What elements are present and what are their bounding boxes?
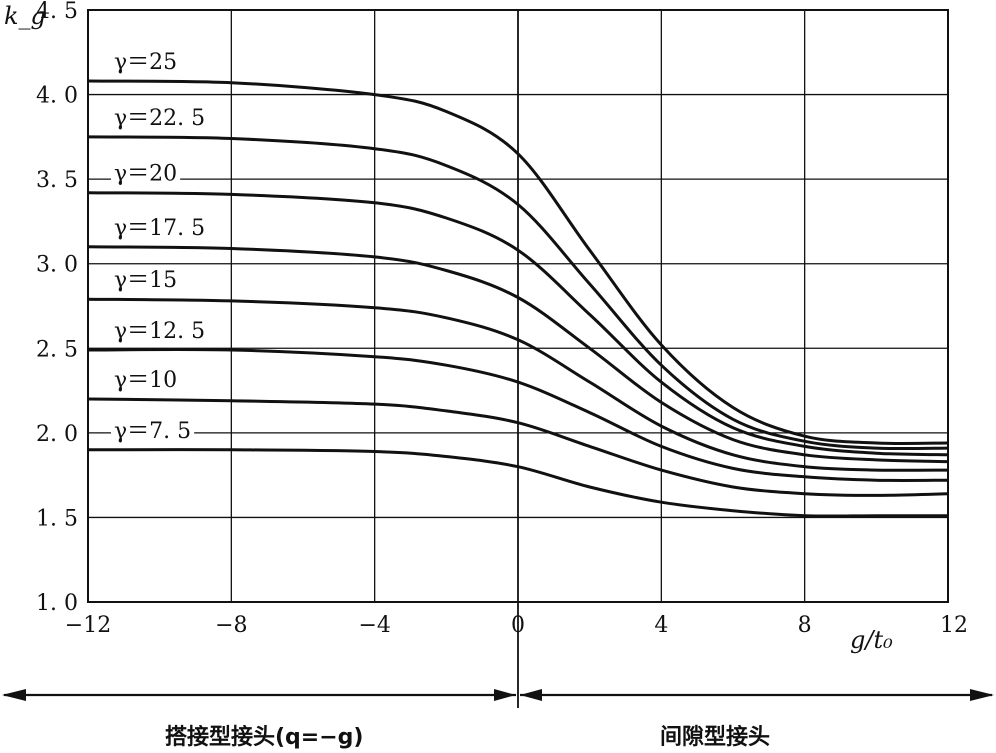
region-arrows [2, 689, 994, 701]
series-line [87, 448, 948, 518]
y-tick-label: 2. 0 [36, 422, 78, 447]
series-label: γ＝7. 5 [114, 419, 191, 444]
series-label: γ＝20 [114, 162, 177, 187]
y-tick-label: 4. 0 [36, 84, 78, 109]
series-label: γ＝15 [114, 268, 177, 293]
grid [87, 9, 949, 708]
curve-label-bg [111, 417, 195, 445]
y-tick-label: 2. 5 [36, 337, 78, 362]
y-tick-label: 3. 5 [36, 168, 78, 193]
curve-label-bg [111, 214, 209, 242]
curve-label-bg [111, 367, 181, 395]
series-label: γ＝17. 5 [114, 216, 205, 241]
series-line [87, 245, 949, 464]
left-arrowhead [2, 689, 26, 701]
y-tick-label: 1. 5 [36, 506, 78, 531]
x-axis-label: g/t₀ [850, 626, 893, 654]
y-tick-label: 3. 0 [36, 253, 78, 278]
x-tick-label: 8 [798, 613, 812, 638]
series-label: γ＝25 [114, 50, 177, 75]
y-tick-label: 4. 5 [36, 0, 78, 24]
right-region-label: 间隙型接头 [660, 725, 770, 750]
x-tick-label: −8 [215, 613, 247, 638]
left-region-label: 搭接型接头(q=−g) [165, 725, 363, 750]
y-axis-label: k_g [4, 2, 46, 30]
series-line [87, 79, 949, 445]
x-tick-labels: −12 −8 −4 0 4 8 12 [65, 613, 968, 638]
curve-label-bg [111, 49, 181, 77]
x-tick-label: −4 [358, 613, 390, 638]
series-line [87, 135, 949, 451]
curve-label-bg [111, 160, 181, 188]
curve-label-bg [111, 267, 181, 295]
series-line [87, 397, 949, 497]
series-line [87, 191, 949, 457]
right-arrowhead [970, 689, 994, 701]
right-arrowhead [520, 689, 542, 701]
curves [87, 79, 949, 518]
curve-label-bg [111, 104, 209, 132]
x-tick-label: 4 [654, 613, 668, 638]
series-label: γ＝22. 5 [114, 106, 205, 131]
left-arrowhead [494, 689, 516, 701]
x-tick-label: 12 [940, 613, 968, 638]
y-tick-label: 1. 0 [36, 591, 78, 616]
curve-label-bg [111, 317, 209, 345]
curve-labels: γ＝25 γ＝22. 5 γ＝20 γ＝17. 5 γ＝15 γ＝12. 5 γ＝10 γ＝7… [111, 49, 209, 445]
series-label: γ＝10 [114, 368, 177, 393]
x-tick-label: 0 [511, 613, 525, 638]
series-line [87, 297, 949, 472]
x-tick-label: −12 [65, 613, 111, 638]
plot-frame [87, 9, 949, 603]
series-label: γ＝12. 5 [114, 319, 205, 344]
series-line [87, 347, 949, 482]
y-tick-labels: 1. 0 1. 5 2. 0 2. 5 3. 0 3. 5 4. 0 4. 5 [36, 0, 78, 616]
